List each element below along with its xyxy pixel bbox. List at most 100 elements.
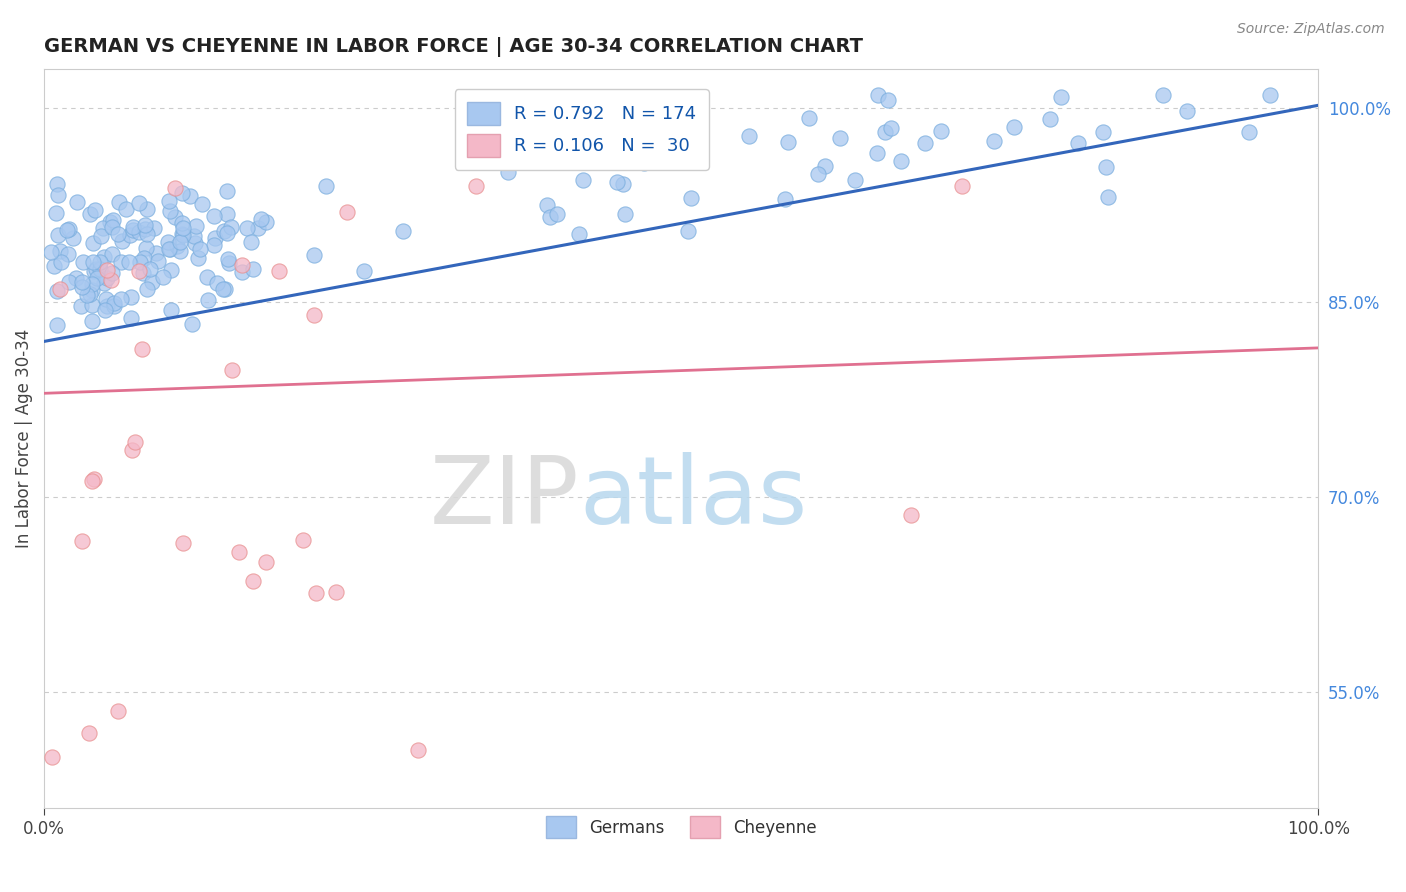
Point: [353, 263, 375, 277]
Point: [98, 215, 121, 229]
Point: [305, 586, 328, 600]
Point: [89, 262, 111, 277]
Point: [1152, 87, 1174, 102]
Point: [170, 186, 193, 200]
Point: [169, 244, 191, 259]
Point: [231, 259, 253, 273]
Point: [172, 227, 194, 241]
Point: [141, 275, 163, 289]
Point: [39, 244, 62, 259]
Point: [1050, 90, 1073, 104]
Point: [135, 241, 157, 255]
Point: [142, 221, 165, 235]
Point: [80, 313, 103, 327]
Point: [58, 275, 80, 289]
Text: atlas: atlas: [579, 452, 807, 544]
Point: [103, 213, 125, 227]
Point: [84, 262, 107, 277]
Point: [121, 442, 143, 457]
Point: [82, 255, 104, 269]
Point: [464, 178, 486, 193]
Point: [62, 231, 84, 245]
Point: [56, 223, 79, 237]
Point: [121, 289, 143, 303]
Point: [866, 87, 889, 102]
Point: [114, 202, 136, 216]
Point: [336, 204, 359, 219]
Point: [41, 749, 63, 764]
Point: [304, 248, 326, 262]
Point: [197, 293, 219, 308]
Point: [900, 508, 922, 522]
Point: [70, 275, 93, 289]
Point: [214, 282, 236, 296]
Point: [568, 227, 591, 241]
Point: [172, 221, 194, 235]
Point: [880, 120, 903, 135]
Point: [103, 299, 125, 313]
Point: [231, 265, 253, 279]
Point: [80, 298, 103, 312]
Point: [221, 363, 243, 377]
Point: [1039, 112, 1062, 127]
Point: [101, 219, 124, 234]
Point: [96, 292, 118, 306]
Point: [406, 743, 429, 757]
Point: [170, 216, 193, 230]
Point: [83, 264, 105, 278]
Point: [188, 242, 211, 256]
Point: [665, 142, 688, 156]
Point: [738, 128, 761, 143]
Point: [163, 181, 186, 195]
Point: [215, 185, 238, 199]
Point: [242, 574, 264, 589]
Point: [1097, 190, 1119, 204]
Point: [1094, 160, 1116, 174]
Point: [83, 472, 105, 486]
Point: [156, 235, 179, 249]
Point: [79, 287, 101, 301]
Point: [239, 235, 262, 249]
Point: [658, 114, 681, 128]
Point: [89, 255, 111, 269]
Point: [612, 178, 634, 192]
Point: [571, 173, 593, 187]
Point: [254, 215, 277, 229]
Legend: Germans, Cheyenne: Germans, Cheyenne: [538, 810, 823, 845]
Point: [93, 277, 115, 291]
Point: [807, 167, 830, 181]
Point: [159, 242, 181, 256]
Y-axis label: In Labor Force | Age 30-34: In Labor Force | Age 30-34: [15, 329, 32, 549]
Point: [179, 189, 201, 203]
Point: [195, 270, 218, 285]
Point: [45, 178, 67, 192]
Point: [202, 209, 225, 223]
Point: [146, 253, 169, 268]
Point: [205, 277, 228, 291]
Point: [82, 277, 104, 291]
Point: [950, 178, 973, 193]
Point: [536, 197, 558, 211]
Point: [132, 266, 155, 280]
Point: [202, 238, 225, 252]
Point: [110, 255, 132, 269]
Point: [627, 150, 650, 164]
Point: [121, 220, 143, 235]
Point: [138, 261, 160, 276]
Point: [134, 222, 156, 236]
Point: [844, 173, 866, 187]
Point: [107, 227, 129, 242]
Point: [120, 310, 142, 325]
Point: [242, 262, 264, 277]
Point: [135, 202, 157, 216]
Point: [679, 191, 702, 205]
Point: [107, 704, 129, 718]
Point: [166, 239, 188, 253]
Point: [76, 288, 98, 302]
Point: [180, 317, 202, 331]
Point: [538, 210, 561, 224]
Point: [93, 250, 115, 264]
Point: [250, 212, 273, 227]
Point: [496, 165, 519, 179]
Point: [217, 252, 239, 266]
